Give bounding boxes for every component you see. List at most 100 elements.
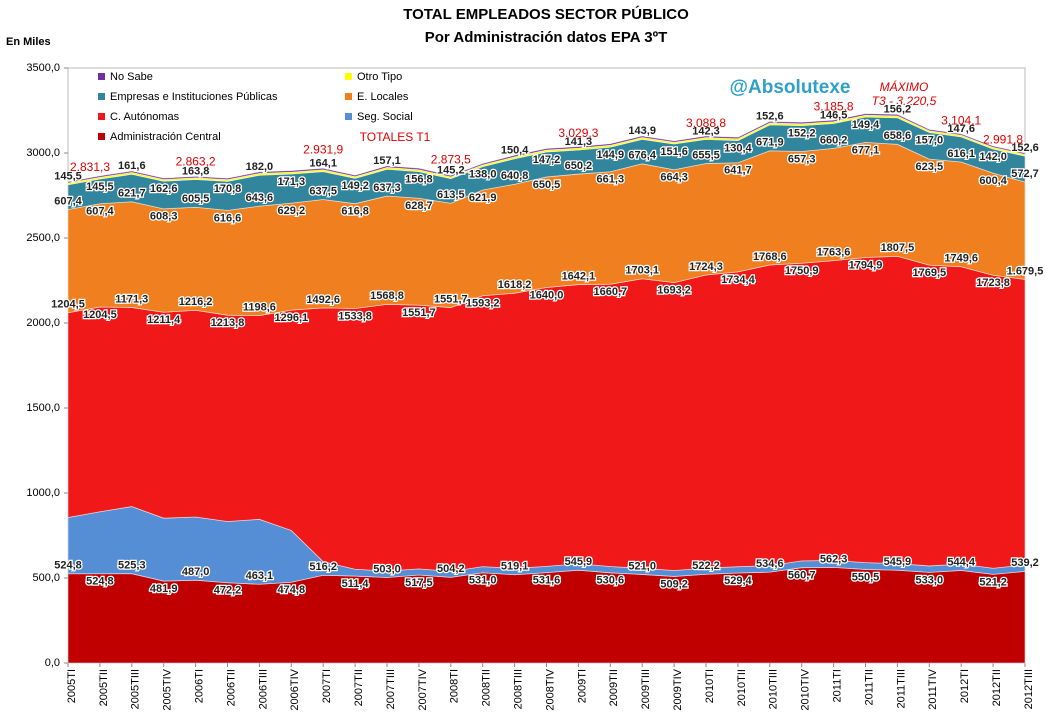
y-tick-label: 3000,0 [26, 147, 60, 159]
data-label: 170,8 [214, 183, 242, 195]
legend-swatch [345, 73, 352, 80]
data-label: 1551,7 [434, 293, 468, 305]
x-tick-label: 2008TI [449, 669, 461, 703]
data-label: 145,2 [437, 164, 465, 176]
data-label: 661,3 [597, 174, 625, 186]
legend-swatch [98, 73, 105, 80]
data-label: 1642,1 [562, 270, 596, 282]
x-tick-label: 2005TIV [162, 668, 174, 710]
data-label: 637,5 [309, 185, 337, 197]
data-label: 1593,2 [466, 298, 500, 310]
data-label: 1198,6 [243, 301, 276, 313]
data-label: 641,7 [724, 165, 752, 177]
total-label: 3.088,8 [686, 116, 726, 130]
data-label: 643,6 [246, 192, 274, 204]
data-label: 676,4 [628, 150, 656, 162]
data-label: 156,2 [884, 104, 912, 116]
legend-swatch [98, 93, 105, 100]
data-label: 149,4 [852, 119, 880, 131]
legend-label: Otro Tipo [357, 71, 402, 83]
x-tick-label: 2007TII [353, 669, 365, 706]
y-tick-label: 0,0 [45, 657, 60, 669]
data-label: 472,2 [214, 585, 242, 597]
data-label: 519,1 [501, 561, 529, 573]
x-tick-label: 2012TII [991, 669, 1003, 706]
data-label: 640,8 [501, 170, 529, 182]
data-label: 608,3 [150, 211, 178, 223]
data-label: 152,6 [756, 111, 784, 123]
data-label: 517,5 [405, 577, 433, 589]
x-tick-label: 2008TIV [544, 668, 556, 710]
x-tick-label: 2009TIII [640, 669, 652, 709]
legend-label: E. Locales [357, 91, 409, 103]
data-label: 524,8 [86, 576, 114, 588]
data-label: 141,3 [565, 136, 593, 148]
legend-label: C. Autónomas [110, 111, 180, 123]
data-label: 650,2 [565, 160, 593, 172]
data-label: 607,4 [86, 206, 114, 218]
data-label: 657,3 [788, 153, 816, 165]
x-tick-label: 2007TIV [417, 668, 429, 710]
legend-label: Administración Central [110, 131, 221, 143]
x-tick-label: 2009TIV [672, 668, 684, 710]
data-label: 544,4 [947, 556, 975, 568]
data-label: 143,9 [628, 125, 656, 137]
data-label: 516,2 [309, 561, 337, 573]
data-label: 658,6 [884, 130, 912, 142]
data-label: 623,5 [916, 161, 944, 173]
data-label: 650,5 [533, 179, 561, 191]
data-label: 1492,6 [306, 294, 340, 306]
data-label: 616,6 [214, 212, 242, 224]
data-label: 600,4 [979, 175, 1007, 187]
data-label: 1568,8 [370, 290, 404, 302]
data-label: 534,6 [756, 558, 784, 570]
data-label: 616,1 [947, 148, 975, 160]
data-label: 677,1 [852, 144, 880, 156]
data-label: 613,5 [437, 189, 465, 201]
data-label: 182,0 [246, 161, 274, 173]
data-label: 530,6 [597, 575, 625, 587]
x-tick-label: 2010TII [736, 669, 748, 706]
y-tick-label: 1000,0 [26, 487, 60, 499]
x-tick-label: 2006TIII [257, 669, 269, 709]
data-label: 539,2 [1011, 557, 1039, 569]
data-label: 529,4 [724, 575, 752, 587]
data-label: 660,2 [820, 134, 848, 146]
data-label: 138,0 [469, 168, 497, 180]
x-tick-label: 2011TIII [895, 669, 907, 709]
data-label: 1171,3 [115, 293, 148, 305]
x-tick-label: 2008TIII [513, 669, 525, 709]
data-label: 474,8 [278, 584, 306, 596]
brand: @Absolutexe [730, 77, 851, 98]
y-tick-label: 2000,0 [26, 317, 60, 329]
data-label: 533,0 [916, 574, 944, 586]
data-label: 607,4 [54, 195, 82, 207]
data-label: 147,6 [947, 123, 975, 135]
data-label: 550,5 [852, 571, 880, 583]
x-tick-label: 2007TIII [385, 669, 397, 709]
x-tick-label: 2012TI [959, 669, 971, 703]
data-label: 1.679,5 [1007, 265, 1044, 277]
data-label: 1296,1 [274, 312, 308, 324]
x-tick-label: 2011TIV [927, 668, 939, 709]
chart-title: TOTAL EMPLEADOS SECTOR PÚBLICO [403, 5, 689, 23]
max-annotation: MÁXIMO [880, 79, 929, 94]
max-annotation: T3 - 3.220,5 [872, 94, 937, 108]
data-label: 152,2 [788, 128, 816, 140]
data-label: 628,7 [405, 200, 433, 212]
data-label: 487,0 [182, 566, 210, 578]
data-label: 572,7 [1011, 168, 1039, 180]
total-label: 2.831,3 [70, 160, 110, 174]
data-label: 157,1 [373, 155, 401, 167]
x-tick-label: 2008TII [481, 669, 493, 706]
data-label: 1213,8 [211, 317, 245, 329]
chart-subtitle: Por Administración datos EPA 3ºT [425, 29, 667, 46]
data-label: 481,9 [150, 583, 178, 595]
data-label: 162,6 [150, 183, 178, 195]
data-label: 511,4 [342, 578, 370, 590]
data-label: 509,2 [660, 578, 688, 590]
data-label: 463,1 [246, 570, 274, 582]
data-label: 1551,7 [402, 307, 436, 319]
data-label: 1211,4 [147, 314, 181, 326]
data-label: 671,9 [756, 137, 784, 149]
